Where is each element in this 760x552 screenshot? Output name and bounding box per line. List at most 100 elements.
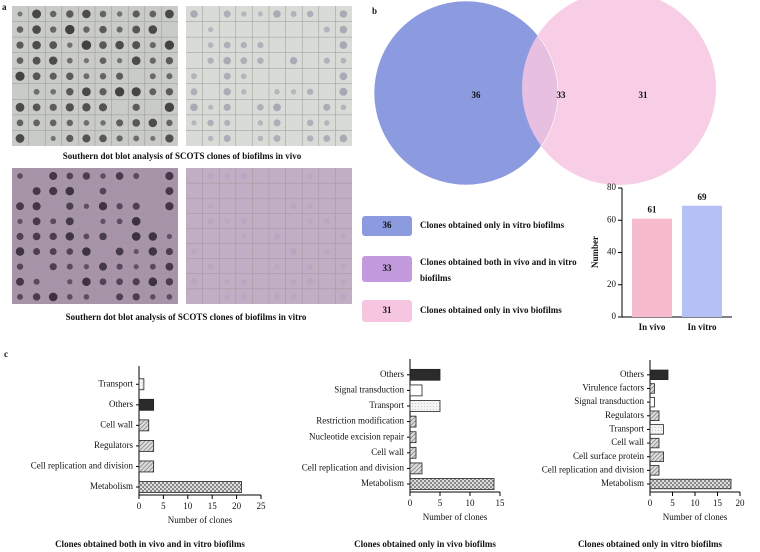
blot-dot bbox=[65, 217, 74, 226]
blot-dot bbox=[116, 58, 123, 64]
blot-dot bbox=[131, 56, 141, 66]
y-tick-label: Cell replication and division bbox=[31, 461, 134, 471]
blot-dot bbox=[16, 263, 24, 270]
blot-dot bbox=[340, 104, 347, 111]
blot-dot bbox=[65, 24, 75, 35]
blot-dot bbox=[150, 294, 156, 300]
blot-dot bbox=[99, 10, 107, 18]
blot-dot bbox=[307, 203, 314, 210]
legend-swatch bbox=[362, 256, 412, 282]
y-tick-label: 80 bbox=[607, 182, 617, 192]
y-tick-label: Cell wall bbox=[371, 447, 404, 457]
blot-dot bbox=[306, 135, 314, 142]
blot-dot bbox=[257, 104, 264, 111]
bar bbox=[138, 378, 145, 391]
blot-dot bbox=[339, 72, 348, 81]
blot-dot bbox=[165, 88, 174, 96]
venn-set bbox=[374, 1, 558, 185]
blot-dot bbox=[116, 278, 123, 286]
blot-dot bbox=[98, 202, 108, 211]
blot-dot bbox=[290, 248, 297, 255]
blot-dot bbox=[133, 135, 140, 142]
blot-dot bbox=[148, 232, 158, 241]
blot-dot bbox=[323, 248, 330, 255]
blot-dot bbox=[131, 217, 141, 226]
blot-dot bbox=[82, 87, 91, 97]
x-tick-label: 10 bbox=[466, 498, 476, 508]
y-tick-label: 40 bbox=[607, 247, 617, 257]
y-tick-label: Others bbox=[620, 369, 644, 379]
venn-count: 33 bbox=[557, 90, 567, 100]
blot-dot bbox=[16, 202, 24, 211]
y-tick-label: Cell replication and division bbox=[302, 462, 405, 472]
legend-label-line: biofilms bbox=[420, 273, 452, 283]
x-axis-label: Number of clones bbox=[663, 512, 728, 522]
y-tick-label: Restriction modification bbox=[316, 416, 404, 426]
bar bbox=[632, 218, 672, 317]
y-tick-label: Signal transduction bbox=[574, 396, 644, 406]
x-axis-label: Number of clones bbox=[423, 512, 488, 522]
blot-dot bbox=[340, 278, 347, 285]
blot-dot bbox=[132, 278, 140, 286]
blot-dot bbox=[223, 56, 232, 65]
blot-dot bbox=[32, 187, 41, 196]
blot-dot bbox=[339, 87, 348, 96]
blot-dot bbox=[307, 218, 314, 225]
bar bbox=[682, 205, 722, 317]
blot-dot bbox=[165, 134, 174, 143]
x-tick-label: 20 bbox=[232, 501, 242, 511]
blot-dot bbox=[132, 41, 141, 50]
blot-dot bbox=[82, 134, 91, 143]
blot-dot bbox=[208, 104, 214, 110]
blot-dot bbox=[82, 277, 91, 287]
blot-dot bbox=[149, 42, 156, 49]
bar bbox=[409, 415, 417, 428]
panel-label: b bbox=[372, 6, 377, 16]
blot-dot bbox=[323, 218, 330, 225]
blot-dot bbox=[116, 263, 123, 270]
blot-dot bbox=[66, 263, 73, 270]
blot-dot bbox=[116, 119, 124, 127]
blot-dot bbox=[100, 218, 106, 224]
blot-dot bbox=[66, 88, 74, 96]
blot-dot bbox=[66, 57, 73, 64]
y-tick-label: Metabolism bbox=[361, 478, 404, 488]
y-axis-label: Number bbox=[590, 236, 600, 268]
blot-dot bbox=[190, 278, 198, 286]
blot-dot bbox=[340, 57, 347, 64]
blot-dot bbox=[66, 172, 74, 180]
blot-dot bbox=[207, 57, 214, 64]
blot-dot bbox=[17, 293, 23, 300]
blot-dot bbox=[223, 103, 231, 111]
blot-dot bbox=[32, 293, 41, 301]
blot-dot bbox=[49, 10, 57, 18]
blot-dot bbox=[223, 134, 231, 142]
blot-dot bbox=[164, 102, 175, 112]
blot-dot bbox=[148, 25, 158, 34]
venn-count: 31 bbox=[639, 90, 649, 100]
bar bbox=[409, 431, 417, 444]
legend-label: Clones obtained only in vitro biofilms bbox=[420, 220, 565, 230]
x-tick-label: 0 bbox=[137, 501, 142, 511]
blot-dot bbox=[165, 202, 174, 211]
y-tick-label: Transport bbox=[609, 423, 644, 433]
blot-dot bbox=[190, 248, 198, 255]
blot-dot bbox=[339, 41, 348, 50]
blot-dot bbox=[241, 11, 247, 17]
blot-dot bbox=[257, 11, 263, 17]
blot-dot bbox=[66, 248, 74, 255]
blot-dot bbox=[240, 41, 247, 49]
blot-dot bbox=[149, 73, 156, 80]
blot-dot bbox=[149, 10, 157, 18]
blot-dot bbox=[241, 89, 247, 95]
x-tick-label: 0 bbox=[648, 498, 653, 508]
blot-dot bbox=[49, 187, 58, 196]
blot-dot bbox=[33, 278, 40, 285]
blot-dot bbox=[224, 173, 231, 179]
blot-dot bbox=[83, 26, 90, 33]
blot-dot bbox=[166, 233, 173, 240]
blot-dot bbox=[165, 247, 174, 256]
blot-dot bbox=[16, 57, 24, 65]
blot-dot bbox=[99, 72, 107, 80]
blot-dot bbox=[290, 89, 297, 95]
